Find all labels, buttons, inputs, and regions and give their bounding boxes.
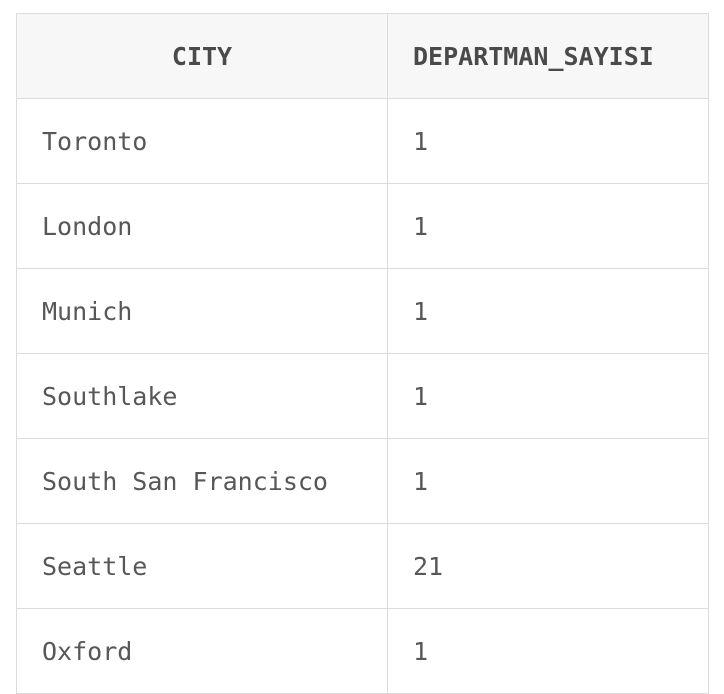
departman-sayisi-cell: 21 — [387, 523, 709, 609]
departman-sayisi-cell: 1 — [387, 268, 709, 354]
city-cell: Southlake — [16, 353, 388, 439]
column-header-city[interactable]: CITY — [16, 13, 388, 99]
query-result-table: CITY DEPARTMAN_SAYISI Toronto 1 London 1… — [16, 13, 709, 694]
departman-sayisi-cell: 1 — [387, 98, 709, 184]
table-row: Munich 1 — [16, 268, 709, 354]
table-row: Oxford 1 — [16, 608, 709, 694]
column-header-departman-sayisi[interactable]: DEPARTMAN_SAYISI — [387, 13, 709, 99]
city-cell: Seattle — [16, 523, 388, 609]
table-row: Seattle 21 — [16, 523, 709, 609]
city-cell: Toronto — [16, 98, 388, 184]
table-row: Toronto 1 — [16, 98, 709, 184]
city-cell: South San Francisco — [16, 438, 388, 524]
table-header-row: CITY DEPARTMAN_SAYISI — [16, 13, 709, 99]
departman-sayisi-cell: 1 — [387, 183, 709, 269]
city-cell: London — [16, 183, 388, 269]
departman-sayisi-cell: 1 — [387, 353, 709, 439]
table-row: Southlake 1 — [16, 353, 709, 439]
departman-sayisi-cell: 1 — [387, 608, 709, 694]
departman-sayisi-cell: 1 — [387, 438, 709, 524]
city-cell: Munich — [16, 268, 388, 354]
table-row: London 1 — [16, 183, 709, 269]
table-row: South San Francisco 1 — [16, 438, 709, 524]
city-cell: Oxford — [16, 608, 388, 694]
